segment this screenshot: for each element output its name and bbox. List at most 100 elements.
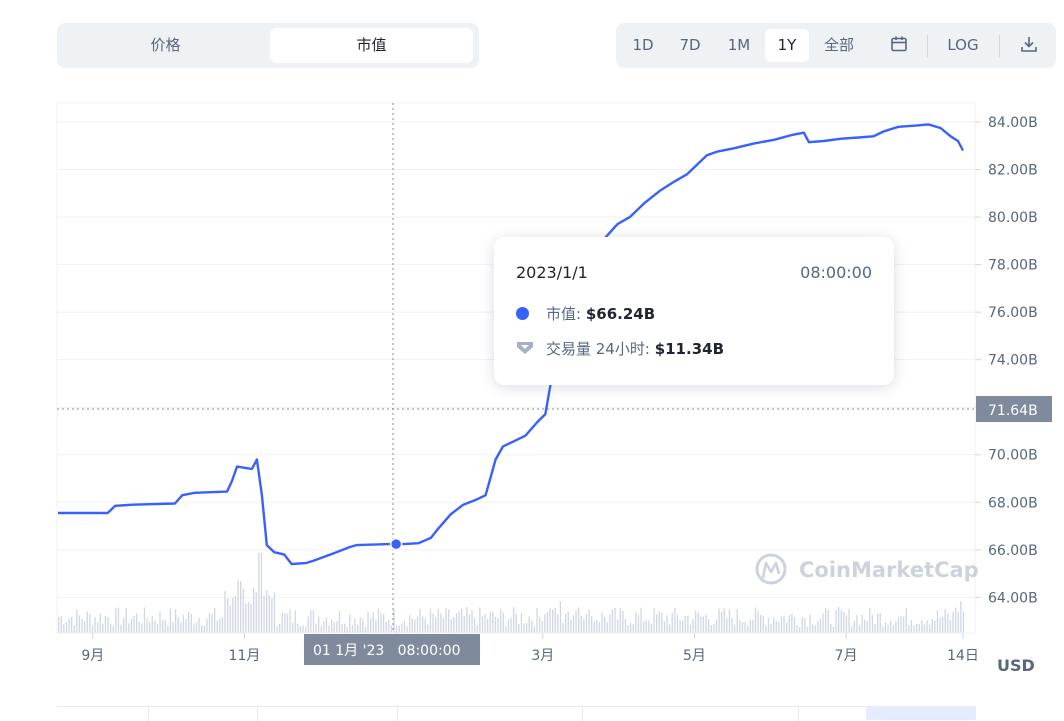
volume-bar (349, 614, 351, 633)
volume-bar (494, 617, 497, 633)
volume-bar (721, 611, 723, 633)
volume-bar (819, 618, 822, 633)
download-icon[interactable] (1012, 29, 1046, 62)
volume-bar (442, 617, 445, 633)
volume-bar (58, 617, 60, 633)
volume-bar (398, 625, 400, 633)
volume-bar (679, 620, 681, 633)
volume-bar (123, 618, 125, 633)
volume-bar (346, 627, 348, 633)
volume-bar (471, 610, 473, 633)
volume-bar (741, 622, 744, 633)
calendar-icon[interactable] (882, 29, 916, 62)
volume-bar (505, 626, 507, 633)
log-scale-button[interactable]: LOG (947, 36, 979, 54)
volume-bar (663, 621, 666, 633)
range-all[interactable]: 全部 (823, 36, 854, 54)
volume-bar (715, 619, 718, 633)
volume-bar (806, 626, 809, 633)
tab-price[interactable]: 价格 (150, 36, 181, 54)
range-7d[interactable]: 7D (679, 36, 701, 54)
volume-bar (149, 622, 151, 633)
volume-bar (500, 609, 502, 633)
volume-bar (960, 601, 962, 633)
volume-bar (507, 619, 510, 633)
coinmarketcap-watermark: CoinMarketCap (755, 553, 979, 585)
volume-bar (461, 608, 463, 633)
volume-bar (770, 623, 772, 633)
range-1m[interactable]: 1M (727, 36, 751, 54)
volume-bar (318, 617, 320, 633)
volume-bar (531, 620, 533, 633)
volume-bar (689, 624, 692, 633)
crosshair-x-label: 01 1月 '23 08:00:00 (313, 643, 461, 659)
volume-bars (58, 553, 965, 633)
volume-bar (185, 619, 187, 633)
volume-bar (843, 612, 845, 633)
volume-bar (861, 614, 863, 633)
volume-bar (554, 607, 556, 633)
tab-market-cap[interactable]: 市值 (270, 28, 473, 63)
volume-bar (637, 615, 640, 633)
volume-bar (229, 605, 231, 633)
volume-bar (799, 627, 801, 633)
volume-bar (526, 623, 528, 633)
volume-bar (619, 608, 621, 633)
volume-bar (312, 610, 315, 633)
volume-bar (666, 615, 668, 633)
crosshair-x-label-bg (304, 634, 480, 665)
volume-bar (450, 618, 452, 633)
volume-bar (884, 622, 887, 633)
volume-bar (895, 621, 897, 633)
volume-bar (242, 588, 244, 633)
chart-type-toggle: 价格 市值 (57, 23, 479, 68)
volume-bar (869, 608, 871, 633)
volume-bar (931, 618, 933, 633)
volume-bar (253, 588, 255, 633)
volume-bar (390, 625, 393, 633)
volume-bar (890, 620, 892, 633)
volume-bar (728, 609, 731, 633)
volume-bar (762, 616, 764, 633)
volume-bar (778, 622, 780, 633)
volume-bar (175, 609, 177, 633)
volume-bar (723, 608, 725, 633)
range-1d[interactable]: 1D (632, 36, 654, 54)
y-axis: 84.00B82.00B80.00B78.00B76.00B74.00B72.0… (975, 115, 1038, 606)
volume-bar (585, 614, 588, 633)
table-header-strip (57, 706, 975, 721)
volume-bar (476, 625, 478, 633)
volume-bar (133, 616, 135, 633)
volume-bar (448, 609, 450, 633)
volume-bar (804, 617, 806, 633)
volume-bar (632, 624, 634, 633)
volume-bar (827, 609, 829, 633)
volume-bar (60, 615, 62, 633)
volume-bar (284, 613, 286, 633)
volume-bar (687, 615, 689, 633)
volume-bar (926, 620, 928, 633)
range-1y[interactable]: 1Y (765, 29, 809, 62)
volume-bar (240, 581, 242, 633)
volume-bar (609, 614, 611, 633)
volume-bar (549, 608, 551, 633)
volume-bar (871, 615, 874, 633)
volume-bar (172, 622, 174, 633)
volume-bar (955, 607, 957, 633)
volume-bar (648, 620, 650, 633)
volume-bar (383, 614, 385, 633)
volume-bar (900, 616, 902, 633)
volume-bar (539, 616, 541, 633)
volume-bar (523, 623, 525, 633)
volume-bar (377, 608, 380, 633)
volume-bar (427, 624, 429, 633)
volume-bar (596, 620, 598, 633)
volume-bar (624, 618, 627, 633)
volume-bar (557, 614, 559, 633)
volume-bar (198, 618, 200, 633)
volume-bar (944, 609, 946, 633)
volume-bar (897, 617, 900, 633)
volume-bar (879, 612, 881, 633)
volume-bar (497, 618, 499, 633)
volume-bar (328, 625, 330, 633)
